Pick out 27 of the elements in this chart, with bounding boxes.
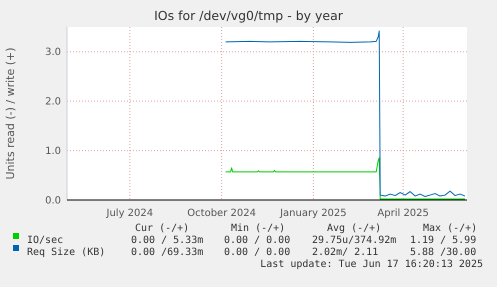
text: Max (-/+) bbox=[423, 223, 478, 234]
y-tick-label: 0.0 bbox=[45, 196, 61, 206]
x-tick-label: April 2025 bbox=[377, 208, 429, 219]
text: 1.19 / 5.99 bbox=[410, 235, 476, 246]
y-axis-title: Units read (-) / write (+) bbox=[4, 47, 17, 180]
text: Cur (-/+) bbox=[135, 223, 190, 234]
text: 0.00 / 5.33m bbox=[131, 235, 204, 246]
legend-label: IO/sec bbox=[27, 235, 64, 246]
line-series bbox=[225, 157, 466, 200]
y-tick-label: 1.0 bbox=[45, 146, 61, 158]
text: 0.00 /69.33m bbox=[131, 247, 204, 258]
x-tick-label: October 2024 bbox=[187, 208, 256, 219]
text: Min (-/+) bbox=[231, 223, 286, 234]
text: 5.88 /30.00 bbox=[410, 247, 476, 258]
chart-title: IOs for /dev/vg0/tmp - by year bbox=[154, 8, 344, 23]
text: 0.00 / 0.00 bbox=[224, 235, 290, 246]
text: 2.02m/ 2.11 bbox=[312, 247, 378, 258]
text: 0.00 / 0.00 bbox=[224, 247, 290, 258]
x-tick-label: July 2024 bbox=[106, 208, 154, 219]
x-tick-label: January 2025 bbox=[279, 208, 347, 219]
y-tick-label: 3.0 bbox=[45, 47, 61, 58]
text: Last update: Tue Jun 17 16:20:13 2025 bbox=[260, 259, 483, 270]
y-tick-label: 2.0 bbox=[45, 96, 61, 108]
line-series bbox=[225, 30, 466, 198]
text: Avg (-/+) bbox=[327, 223, 382, 234]
text: 29.75u/374.92m bbox=[312, 235, 396, 246]
legend-label: Req Size (KB) bbox=[27, 247, 106, 258]
